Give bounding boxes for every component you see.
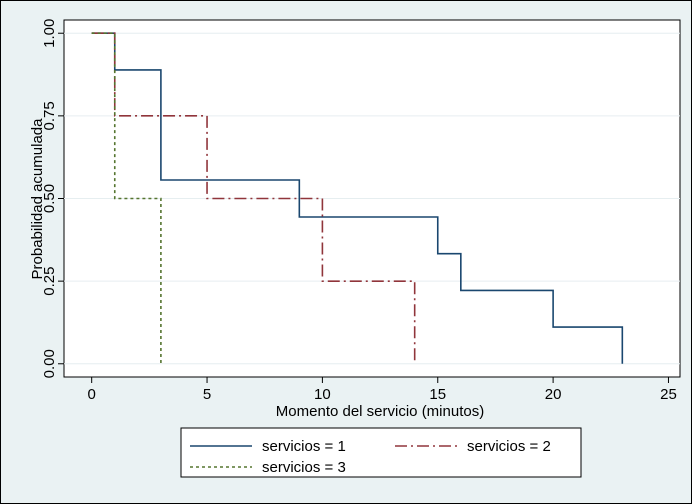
legend-label-servicios-1: servicios = 1 bbox=[262, 438, 346, 455]
series-lines bbox=[91, 32, 624, 364]
x-tick-label-1: 5 bbox=[203, 386, 211, 403]
x-tick-label-0: 0 bbox=[88, 386, 96, 403]
x-axis-label: Momento del servicio (minutos) bbox=[276, 403, 484, 420]
x-tick-label-3: 15 bbox=[429, 386, 446, 403]
y-tick-label-3: 0.75 bbox=[41, 101, 58, 130]
y-tick-label-0: 0.00 bbox=[41, 349, 58, 378]
y-tick-label-4: 1.00 bbox=[41, 19, 58, 48]
y-axis-label: Probabilidad acumulada bbox=[29, 118, 46, 280]
legend: servicios = 1 servicios = 2 servicios = … bbox=[180, 427, 582, 478]
legend-label-servicios-2: servicios = 2 bbox=[467, 438, 551, 455]
series-line-1 bbox=[91, 32, 624, 364]
series-line-3 bbox=[91, 32, 162, 364]
x-tick-label-5: 25 bbox=[660, 386, 677, 403]
x-tick-label-4: 20 bbox=[545, 386, 562, 403]
legend-label-servicios-3: servicios = 3 bbox=[262, 459, 346, 476]
y-tick-label-1: 0.25 bbox=[41, 267, 58, 296]
y-tick-label-2: 0.50 bbox=[41, 184, 58, 213]
legend-box bbox=[180, 427, 582, 478]
axes: 0 5 10 15 20 25 0.00 0.25 0.50 0.75 1.00 bbox=[41, 19, 677, 403]
x-tick-label-2: 10 bbox=[314, 386, 331, 403]
